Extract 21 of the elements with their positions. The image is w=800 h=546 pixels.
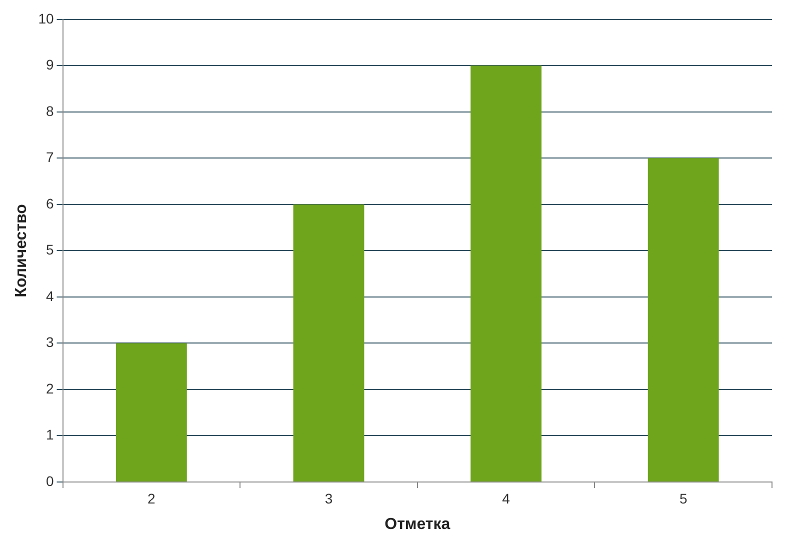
y-tick-label: 4 — [46, 288, 54, 304]
y-tick-label: 5 — [46, 242, 54, 258]
y-tick-label: 9 — [46, 56, 54, 73]
x-tick-label: 4 — [502, 490, 510, 506]
y-tick-label: 7 — [46, 149, 54, 166]
bar — [648, 158, 719, 482]
bar — [116, 343, 187, 482]
y-tick-label: 1 — [46, 426, 54, 443]
bar — [293, 204, 364, 482]
bar — [470, 66, 542, 482]
x-tick-label: 3 — [324, 490, 333, 506]
y-tick-label: 2 — [46, 380, 54, 396]
y-tick-label: 0 — [46, 472, 54, 489]
x-tick-label: 2 — [148, 490, 156, 506]
y-tick-label: 8 — [46, 102, 54, 119]
x-tick-label: 5 — [679, 490, 688, 506]
y-tick-label: 6 — [46, 195, 54, 212]
y-tick-label: 3 — [46, 334, 54, 350]
y-axis-title: Количество — [13, 204, 30, 298]
y-tick-label: 10 — [38, 10, 54, 26]
x-axis-title: Отметка — [384, 516, 450, 533]
